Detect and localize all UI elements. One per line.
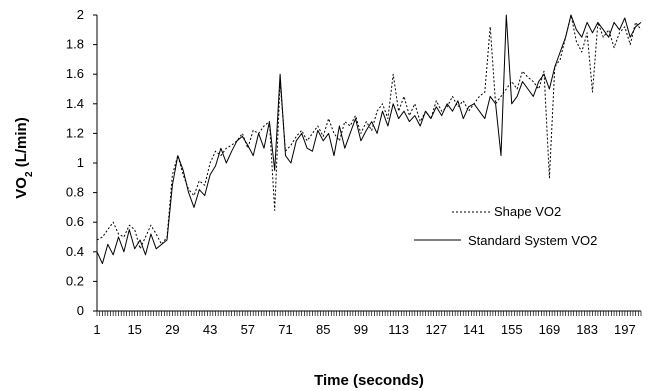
y-tick-label: 1.8	[66, 37, 84, 52]
x-axis-minor-ticks	[96, 311, 642, 316]
legend: Shape VO2 Standard System VO2	[414, 204, 597, 248]
x-tick-label: 29	[165, 322, 179, 337]
y-tick-label: 0.4	[66, 244, 84, 259]
x-tick-label: 71	[278, 322, 292, 337]
legend-label-standard-system-vo2: Standard System VO2	[468, 233, 597, 248]
y-tick-label: 0.6	[66, 214, 84, 229]
x-tick-label: 197	[614, 322, 636, 337]
y-axis-title: VO2 (L/min)	[13, 117, 35, 198]
x-tick-label: 141	[463, 322, 485, 337]
y-tick-label: 0.2	[66, 273, 84, 288]
x-tick-label: 169	[539, 322, 561, 337]
x-tick-label: 99	[354, 322, 368, 337]
series-line-standard-system-vo2	[96, 14, 642, 265]
y-axis-ticks: 0 0.2 0.4 0.6 0.8 1 1.2 1.4 1.6 1.8 2	[66, 7, 97, 318]
x-axis-tick-labels: 1 15 29 43 57 71 85 99 113 127 141 155 169 183 197	[93, 322, 635, 337]
y-tick-label: 1.2	[66, 125, 84, 140]
legend-label-shape-vo2: Shape VO2	[494, 204, 561, 219]
x-tick-label: 127	[425, 322, 447, 337]
y-tick-label: 1	[77, 155, 84, 170]
x-tick-label: 183	[576, 322, 598, 337]
y-tick-label: 1.4	[66, 96, 84, 111]
y-axis-title-subscript: 2	[24, 171, 35, 177]
y-axis-title-rest: (L/min)	[13, 117, 30, 171]
x-tick-label: 43	[203, 322, 217, 337]
plot-area: 0 0.2 0.4 0.6 0.8 1 1.2 1.4 1.6 1.8 2 1 15 29 43 57 71 8…	[66, 7, 642, 337]
series-group	[96, 14, 642, 265]
x-tick-label: 15	[127, 322, 141, 337]
x-tick-label: 113	[388, 322, 409, 337]
y-tick-label: 1.6	[66, 66, 84, 81]
x-tick-label: 1	[93, 322, 100, 337]
y-tick-label: 2	[77, 7, 84, 22]
x-tick-label: 57	[241, 322, 255, 337]
y-tick-label: 0.8	[66, 185, 84, 200]
x-tick-label: 85	[316, 322, 330, 337]
y-tick-label: 0	[77, 303, 84, 318]
x-tick-label: 155	[501, 322, 523, 337]
x-axis-title: Time (seconds)	[314, 372, 424, 389]
y-axis-title-main: VO	[13, 177, 30, 199]
